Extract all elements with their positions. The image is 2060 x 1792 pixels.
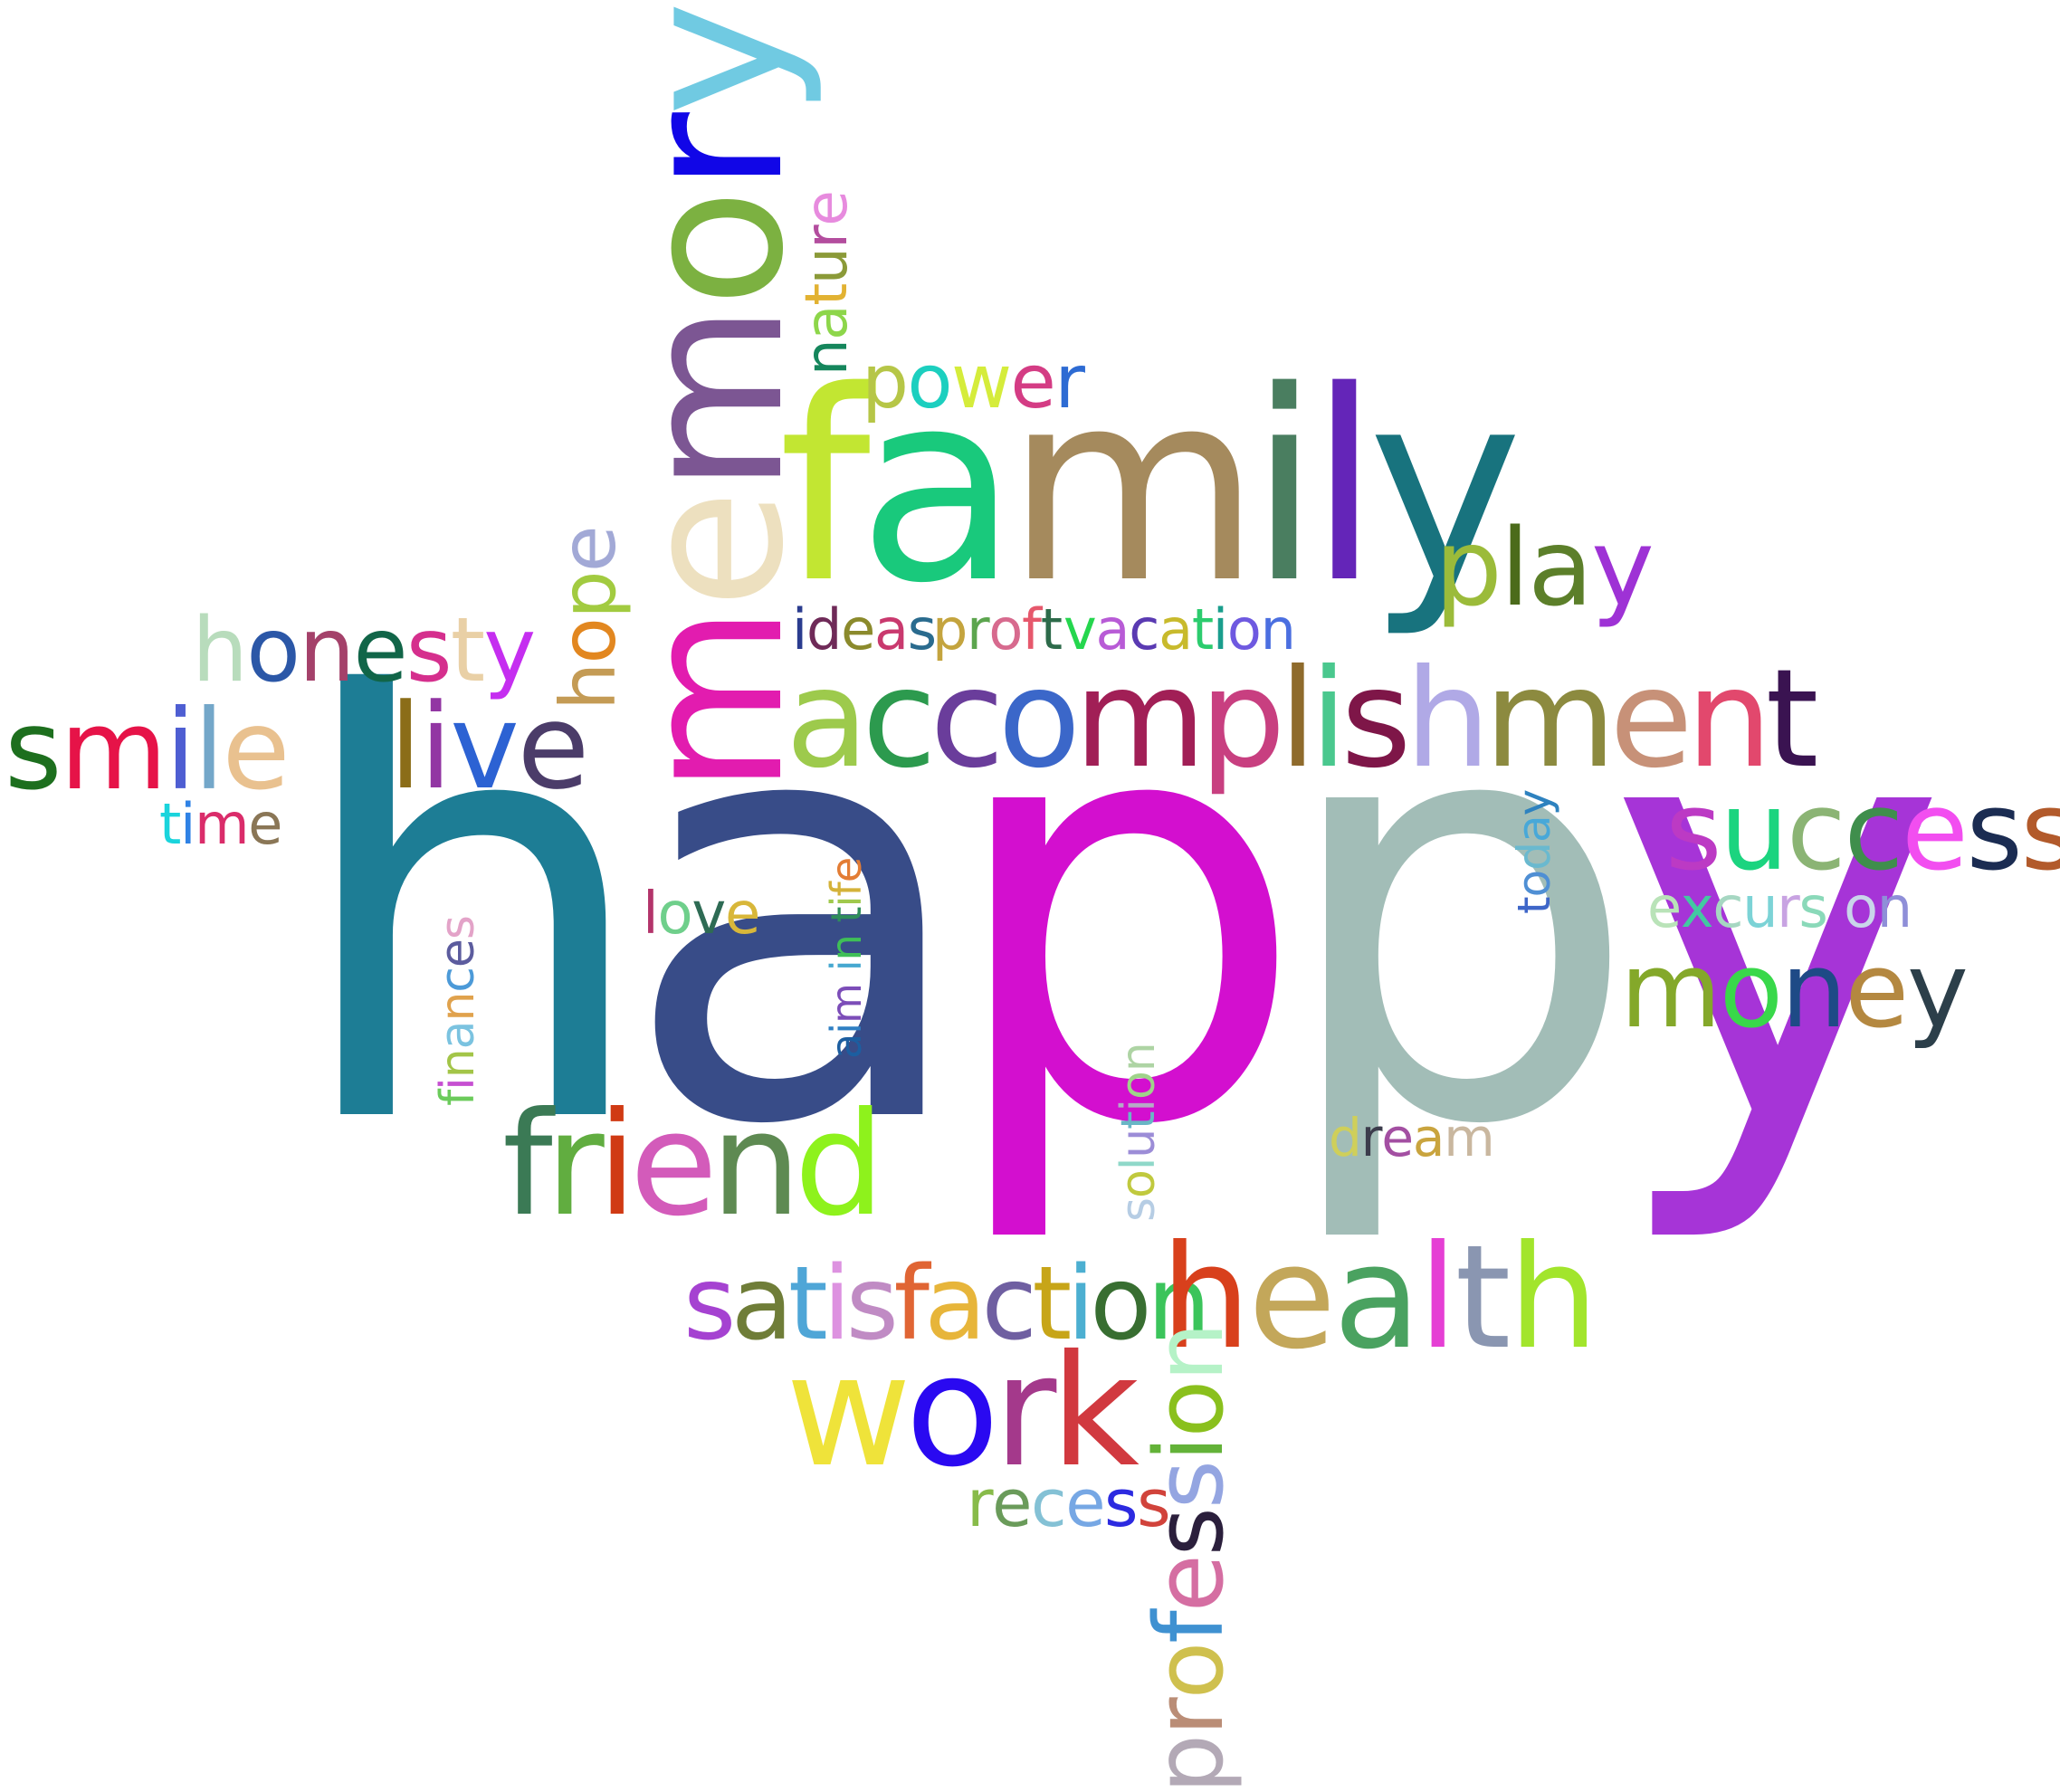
word-smile: smile	[5, 686, 291, 815]
word-friend: friend	[502, 1082, 885, 1248]
word-happy: happy	[288, 577, 1950, 1251]
word-excursion: excurs on	[1647, 874, 1912, 940]
word-money: money	[1620, 930, 1969, 1052]
word-finances: finances	[431, 916, 485, 1106]
word-solution: solution	[1111, 1043, 1166, 1222]
word-work: work	[786, 1322, 1140, 1501]
word-recess: recess	[967, 1465, 1171, 1541]
word-play: play	[1435, 505, 1655, 630]
word-satisfaction: satisfaction	[683, 1245, 1211, 1363]
word-health: health	[1160, 1215, 1598, 1381]
word-honesty: honesty	[192, 599, 536, 702]
word-time: time	[159, 791, 282, 857]
word-dream: dream	[1329, 1107, 1495, 1168]
word-power: power	[862, 339, 1085, 425]
word-success: success	[1665, 769, 2060, 895]
word-aim-in-life: aim in tife	[822, 857, 871, 1059]
word-nature: nature	[794, 191, 861, 376]
word-ideas: ideas	[792, 596, 937, 662]
word-live: live	[389, 678, 589, 815]
word-accomplishment: accomplishment	[786, 641, 1819, 798]
word-today: today	[1508, 789, 1560, 914]
word-proft: proft	[932, 596, 1063, 662]
word-profession: profession	[1134, 1323, 1245, 1792]
word-love: love	[643, 881, 760, 948]
word-vacation: vacation	[1063, 596, 1296, 662]
word-family: family	[778, 336, 1523, 641]
